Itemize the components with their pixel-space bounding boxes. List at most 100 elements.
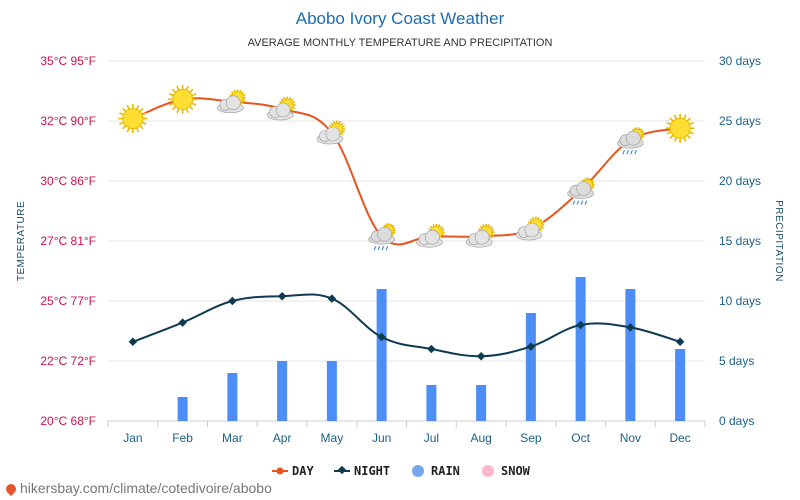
rain-bar [525,313,536,421]
rain-drop [576,200,580,205]
right-tick-label: 15 days [719,234,761,248]
legend-rain[interactable]: RAIN [412,464,460,478]
rain-bar [277,361,288,421]
rain-cloud-icon [567,177,595,205]
night-point [427,344,436,354]
rain-cloud-icon [368,223,396,251]
rain-drop [385,245,389,251]
rain-bar [575,277,586,421]
night-point [675,337,685,347]
legend-snow[interactable]: SNOW [482,464,531,478]
x-tick-label: Jun [372,431,391,445]
night-point [277,291,287,301]
legend-night-label: NIGHT [354,464,390,478]
cloud-puff [524,222,540,238]
night-point [228,296,237,306]
rain-bar [675,349,686,421]
location-pin-icon [3,482,19,497]
day-line [132,97,681,246]
legend: DAY NIGHT RAIN SNOW [272,464,531,478]
rain-bar [227,373,238,421]
chart-title: Abobo Ivory Coast Weather [296,9,505,28]
left-tick-label: 35°C 95°F [40,54,96,68]
night-line [132,293,681,358]
partly-cloudy-icon [316,120,346,145]
right-tick-label: 5 days [719,354,754,368]
left-tick-label: 27°C 81°F [40,234,96,248]
right-axis-label: PRECIPITATION [773,200,784,282]
partly-cloudy-icon [416,223,445,248]
x-tick-label: Feb [172,431,193,445]
sun-icon [168,84,198,114]
rain-bar [426,385,437,421]
rain-drop [572,200,576,205]
cloud-puff [275,102,291,118]
night-point [128,337,138,347]
chart-subtitle: AVERAGE MONTHLY TEMPERATURE AND PRECIPIT… [248,37,553,49]
night-point [626,323,635,332]
temperature-lines [128,97,685,361]
cloud-puff [474,229,490,245]
rain-drop [626,149,629,155]
rain-drop [373,245,377,251]
x-tick-label: Dec [669,431,690,445]
right-axis-ticks: 30 days 25 days 20 days 15 days 10 days 5 day… [719,54,761,428]
rain-drop [580,200,584,205]
left-tick-label: 25°C 77°F [40,294,96,308]
right-tick-label: 20 days [719,174,761,188]
night-point [178,318,187,327]
left-axis-ticks: 35°C 95°F 32°C 90°F 30°C 86°F 27°C 81°F 25°C… [40,54,96,428]
legend-day-label: DAY [292,464,314,478]
sun-disc [669,117,691,139]
x-axis-ticks: Jan Feb Mar Apr May Jun Jul Aug Sep Oct Nov Dec [107,421,706,445]
partly-cloudy-icon [217,89,246,114]
sun-icon [118,104,148,134]
right-tick-label: 30 days [719,54,761,68]
x-tick-label: Nov [620,431,641,445]
left-axis-label: TEMPERATURE [16,201,27,281]
x-tick-label: Jul [424,431,439,445]
partly-cloudy-icon [515,216,545,241]
right-tick-label: 10 days [719,294,761,308]
legend-night[interactable]: NIGHT [334,464,390,478]
x-tick-label: Jan [123,431,142,445]
sun-disc [122,108,144,130]
rain-drop [622,149,625,155]
cloud-puff [425,229,440,245]
sun-icon [665,113,695,143]
right-tick-label: 25 days [719,114,761,128]
cloud-puff [325,126,341,142]
rain-bar [476,385,487,421]
rain-drop [381,245,385,251]
rain-bar [326,361,337,421]
footer-source[interactable]: hikersbay.com/climate/cotedivoire/abobo [3,480,272,497]
night-point [576,320,585,330]
rain-cloud-icon [617,127,645,155]
rain-drop [634,149,637,155]
left-tick-label: 22°C 72°F [40,354,96,368]
night-point [476,351,486,361]
x-tick-label: Apr [273,431,292,445]
left-tick-label: 20°C 68°F [40,414,96,428]
cloud-puff [377,226,392,242]
x-tick-label: Oct [571,431,590,445]
footer-link[interactable]: hikersbay.com/climate/cotedivoire/abobo [20,480,272,496]
rain-bar [376,289,387,421]
right-tick-label: 0 days [719,414,754,428]
night-point [327,294,337,303]
rain-bar [625,289,636,421]
x-tick-label: Sep [520,431,542,445]
x-tick-label: Aug [470,431,491,445]
x-tick-label: Mar [222,431,243,445]
night-point [377,332,386,342]
cloud-puff [226,95,241,111]
sun-disc [172,88,194,110]
rain-bar [177,397,188,421]
legend-day[interactable]: DAY [272,464,314,478]
cloud-puff [626,130,641,146]
cloud-puff [576,181,591,196]
legend-rain-label: RAIN [431,464,460,478]
rain-bars [177,277,686,421]
legend-snow-label: SNOW [501,464,531,478]
